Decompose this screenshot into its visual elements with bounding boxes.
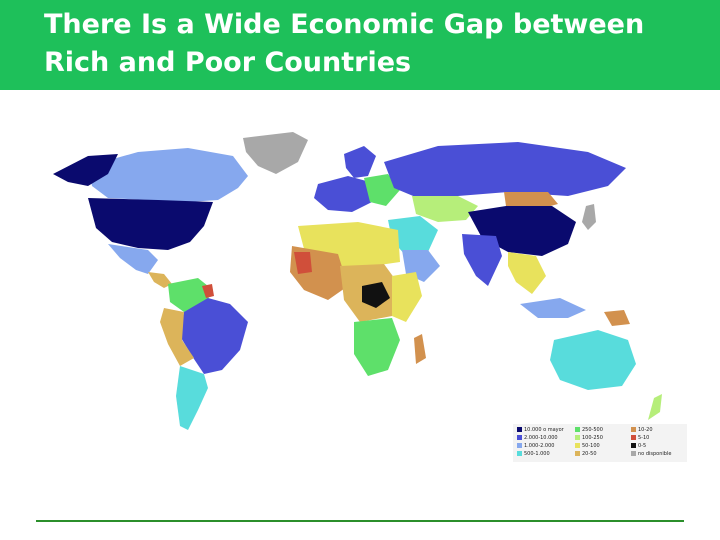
legend-swatch xyxy=(517,443,522,448)
region-guianas xyxy=(202,284,214,298)
legend-swatch xyxy=(575,427,580,432)
region-usa xyxy=(88,198,213,250)
region-middle-east xyxy=(388,216,438,256)
region-southern-cone xyxy=(176,366,208,430)
legend-item: 2.000-10.000 xyxy=(517,435,558,441)
legend-item: 10.000 o mayor xyxy=(517,427,564,433)
legend-swatch xyxy=(631,443,636,448)
region-russia xyxy=(384,142,626,198)
legend-item: no disponible xyxy=(631,451,671,457)
region-madagascar xyxy=(414,334,426,364)
region-india xyxy=(462,234,502,286)
legend-swatch xyxy=(631,451,636,456)
legend-item: 250-500 xyxy=(575,427,603,433)
legend-swatch xyxy=(575,451,580,456)
region-mexico xyxy=(108,244,158,274)
legend-item: 500-1.000 xyxy=(517,451,550,457)
legend-swatch xyxy=(631,427,636,432)
region-southern-africa xyxy=(354,318,400,376)
legend-swatch xyxy=(517,427,522,432)
region-brazil xyxy=(180,298,248,374)
region-scandinavia xyxy=(344,146,376,178)
legend-swatch xyxy=(631,435,636,440)
legend-item: 5-10 xyxy=(631,435,649,441)
region-southeast-asia xyxy=(508,252,546,294)
region-eastern-europe xyxy=(364,174,400,206)
legend-item: 10-20 xyxy=(631,427,653,433)
region-andes xyxy=(160,308,194,366)
region-western-europe xyxy=(314,176,372,212)
legend-item: 50-100 xyxy=(575,443,600,449)
region-central-america xyxy=(148,272,172,288)
region-east-africa xyxy=(392,272,422,322)
legend-item: 20-50 xyxy=(575,451,597,457)
region-greenland xyxy=(243,132,308,174)
region-japan xyxy=(582,204,596,230)
world-map-svg xyxy=(53,132,662,430)
region-new-zealand xyxy=(648,394,662,420)
region-indonesia xyxy=(520,298,586,318)
region-central-asia xyxy=(412,196,478,222)
legend-swatch xyxy=(517,451,522,456)
region-australia xyxy=(550,330,636,390)
region-alaska xyxy=(53,154,118,186)
region-papua xyxy=(604,310,630,326)
region-mauritania xyxy=(294,252,312,274)
slide-title: There Is a Wide Economic Gap between Ric… xyxy=(44,9,645,78)
legend-swatch xyxy=(575,443,580,448)
region-canada xyxy=(88,148,248,202)
legend-swatch xyxy=(575,435,580,440)
map-legend: 10.000 o mayor 2.000-10.000 1.000-2.000 … xyxy=(513,424,687,462)
legend-item: 100-250 xyxy=(575,435,603,441)
world-map: 10.000 o mayor 2.000-10.000 1.000-2.000 … xyxy=(8,126,712,464)
legend-item: 1.000-2.000 xyxy=(517,443,554,449)
legend-item: 0-5 xyxy=(631,443,646,449)
region-congo xyxy=(362,282,390,308)
footer-divider xyxy=(36,520,684,522)
legend-swatch xyxy=(517,435,522,440)
title-bar: There Is a Wide Economic Gap between Ric… xyxy=(0,0,720,90)
